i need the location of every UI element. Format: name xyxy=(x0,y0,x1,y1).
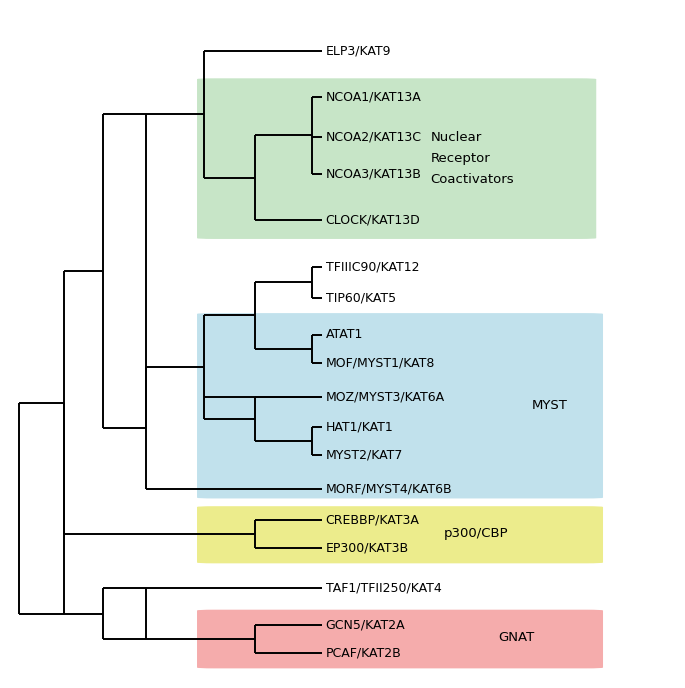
Text: CREBBP/KAT3A: CREBBP/KAT3A xyxy=(325,514,419,526)
Text: TAF1/TFII250/KAT4: TAF1/TFII250/KAT4 xyxy=(325,581,441,594)
Text: HAT1/KAT1: HAT1/KAT1 xyxy=(325,421,393,434)
FancyBboxPatch shape xyxy=(197,506,603,563)
Text: NCOA1/KAT13A: NCOA1/KAT13A xyxy=(325,90,421,103)
Text: Nuclear
Receptor
Coactivators: Nuclear Receptor Coactivators xyxy=(430,131,514,186)
FancyBboxPatch shape xyxy=(197,78,596,239)
Text: NCOA2/KAT13C: NCOA2/KAT13C xyxy=(325,131,421,144)
Text: MYST2/KAT7: MYST2/KAT7 xyxy=(325,449,403,462)
Text: GCN5/KAT2A: GCN5/KAT2A xyxy=(325,619,406,632)
Text: TIP60/KAT5: TIP60/KAT5 xyxy=(325,291,396,304)
Text: MORF/MYST4/KAT6B: MORF/MYST4/KAT6B xyxy=(325,483,452,495)
Text: NCOA3/KAT13B: NCOA3/KAT13B xyxy=(325,168,421,180)
Text: CLOCK/KAT13D: CLOCK/KAT13D xyxy=(325,214,421,227)
FancyBboxPatch shape xyxy=(197,610,603,668)
Text: TFIIIC90/KAT12: TFIIIC90/KAT12 xyxy=(325,260,419,273)
Text: GNAT: GNAT xyxy=(498,631,534,644)
Text: MOF/MYST1/KAT8: MOF/MYST1/KAT8 xyxy=(325,356,435,369)
Text: EP300/KAT3B: EP300/KAT3B xyxy=(325,541,409,555)
Text: MYST: MYST xyxy=(532,399,568,412)
Text: ELP3/KAT9: ELP3/KAT9 xyxy=(325,44,391,57)
Text: MOZ/MYST3/KAT6A: MOZ/MYST3/KAT6A xyxy=(325,390,445,403)
Text: ATAT1: ATAT1 xyxy=(325,328,363,341)
FancyBboxPatch shape xyxy=(197,313,603,499)
Text: p300/CBP: p300/CBP xyxy=(444,528,509,541)
Text: PCAF/KAT2B: PCAF/KAT2B xyxy=(325,647,401,659)
